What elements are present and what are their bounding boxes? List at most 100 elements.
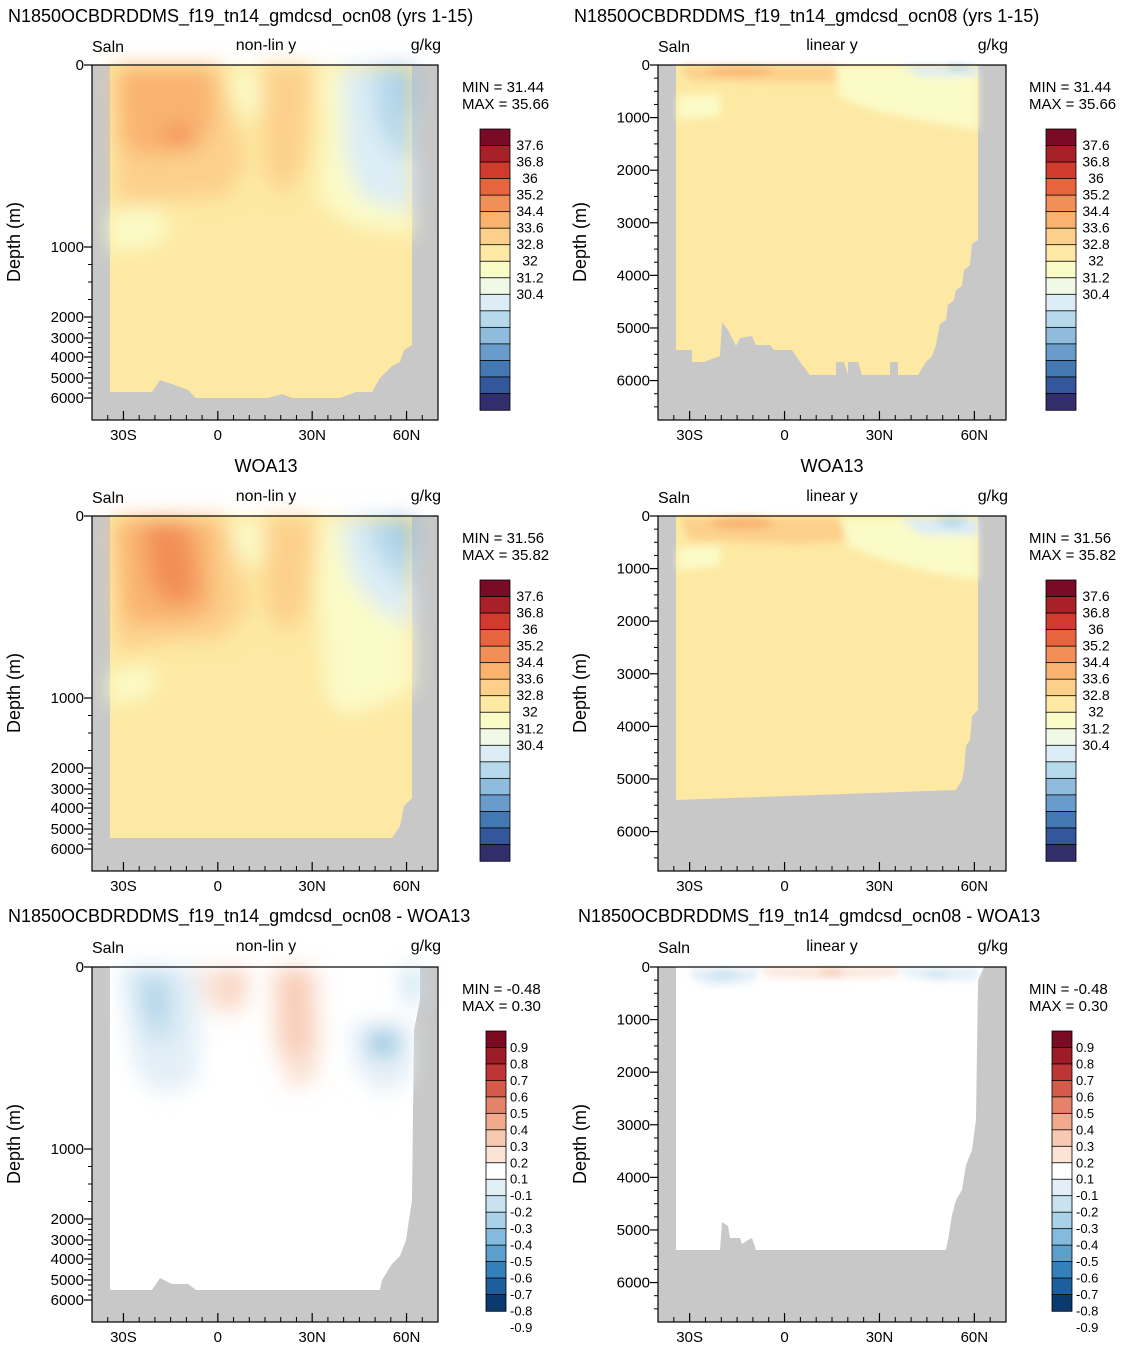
colorbar-bin xyxy=(1045,827,1077,846)
colorbar-label: -0.6 xyxy=(1076,1271,1098,1286)
colorbar-label: 36.8 xyxy=(516,605,543,621)
x-tick-label: 30N xyxy=(298,878,326,895)
colorbar-label: 34.4 xyxy=(516,203,543,219)
colorbar-bin xyxy=(485,1080,507,1098)
panel-title: N1850OCBDRDDMS_f19_tn14_gmdcsd_ocn08 - W… xyxy=(578,906,1040,927)
colorbar-label: 32.8 xyxy=(516,687,543,703)
y-tick-label: 5000 xyxy=(51,1272,84,1289)
plot-field xyxy=(92,516,438,871)
colorbar-bin xyxy=(479,161,511,180)
colorbar-bin xyxy=(485,1211,507,1230)
plot-field xyxy=(658,967,1006,1322)
colorbar-bin xyxy=(1045,310,1077,329)
plot-field xyxy=(92,65,438,420)
land-mask-detail xyxy=(676,1222,756,1250)
colorbar-bin xyxy=(479,343,511,362)
y-tick-label: 6000 xyxy=(617,1275,650,1292)
colorbar-bin xyxy=(479,596,511,614)
colorbar-bin xyxy=(479,145,511,163)
y-axis: 0 1000 2000 3000 4000 5000 6000 xyxy=(617,959,658,1310)
salinity-contours xyxy=(678,65,978,130)
colorbar-bin xyxy=(479,227,511,246)
colorbar-bin xyxy=(479,844,511,862)
min-label: MIN = -0.48 xyxy=(462,981,541,998)
colorbar-label: 32.8 xyxy=(1082,687,1109,703)
y-tick-label: 5000 xyxy=(51,370,84,387)
colorbar-bin xyxy=(1045,794,1077,813)
y-tick-label: 6000 xyxy=(617,373,650,390)
colorbar-label: 0.8 xyxy=(1076,1056,1094,1071)
colorbar-bin xyxy=(1045,645,1077,664)
units-label: g/kg xyxy=(411,488,441,505)
colorbar-bin xyxy=(1045,161,1077,180)
colorbar-label: 30.4 xyxy=(1082,286,1109,302)
colorbar-bin xyxy=(479,645,511,664)
plot-field xyxy=(658,516,1006,871)
y-tick-label: 2000 xyxy=(51,760,84,777)
y-tick-label: 2000 xyxy=(51,309,84,326)
colorbar-label: 0.9 xyxy=(510,1040,528,1055)
max-label: MAX = 35.82 xyxy=(462,547,549,564)
colorbar-label: -0.8 xyxy=(510,1304,532,1319)
colorbar-bin xyxy=(485,1178,507,1197)
y-tick-label: 5000 xyxy=(51,821,84,838)
y-tick-label: 4000 xyxy=(51,800,84,817)
colorbar-bin xyxy=(1051,1030,1073,1049)
x-tick-label: 60N xyxy=(961,878,989,895)
colorbar-bin xyxy=(485,1030,507,1049)
colorbar-label: 0.5 xyxy=(1076,1106,1094,1121)
colorbar-label: -0.3 xyxy=(1076,1221,1098,1236)
colorbar-label: 37.6 xyxy=(516,588,543,604)
axis-mode-label: linear y xyxy=(806,938,858,955)
y-tick-label: 1000 xyxy=(51,690,84,707)
x-tick-label: 60N xyxy=(393,878,421,895)
colorbar-bin xyxy=(479,293,511,312)
colorbar-bin xyxy=(1045,227,1077,246)
x-axis: 30S 0 30N 60N xyxy=(657,862,1007,895)
y-tick-label: 5000 xyxy=(617,320,650,337)
colorbar-label: 0.5 xyxy=(510,1106,528,1121)
max-label: MAX = 35.66 xyxy=(1029,96,1116,113)
colorbar-label: -0.5 xyxy=(1076,1254,1098,1269)
colorbar-bin xyxy=(479,744,511,763)
y-tick-label: 0 xyxy=(642,508,650,525)
colorbar-bin xyxy=(485,1195,507,1213)
salinity-contours xyxy=(110,518,412,716)
axis-mode-label: linear y xyxy=(806,37,858,54)
x-axis: 30S 0 30N 60N xyxy=(91,1313,439,1346)
colorbar-bin xyxy=(479,678,511,697)
colorbar-bin xyxy=(485,1063,507,1082)
colorbar-label: 32 xyxy=(1088,704,1104,720)
y-tick-label: 6000 xyxy=(51,841,84,858)
colorbar-bin xyxy=(1045,662,1077,680)
x-tick-label: 30N xyxy=(298,427,326,444)
colorbar-label: 31.2 xyxy=(516,720,543,736)
colorbar-label: 36.8 xyxy=(1082,605,1109,621)
colorbar-label: 34.4 xyxy=(1082,654,1109,670)
colorbar-label: 32 xyxy=(522,253,538,269)
panel-obs-lin: WOA13 Saln linear y g/kg 0 1000 2000 3000 40… xyxy=(570,456,1116,895)
y-tick-label: 6000 xyxy=(617,824,650,841)
colorbar-label: 36.8 xyxy=(1082,154,1109,170)
min-label: MIN = 31.56 xyxy=(462,530,544,547)
plot-field xyxy=(658,65,1006,420)
colorbar: 0.90.8 0.70.6 0.50.4 0.30.2 0.1-0.1 -0.2-0.3 -… xyxy=(485,1030,532,1335)
y-tick-label: 4000 xyxy=(617,718,650,735)
units-label: g/kg xyxy=(411,938,441,955)
colorbar-bin xyxy=(479,244,511,262)
max-label: MAX = 0.30 xyxy=(462,998,541,1015)
colorbar-label: 0.8 xyxy=(510,1056,528,1071)
colorbar-bin xyxy=(1045,178,1077,196)
colorbar-bin xyxy=(485,1145,507,1164)
y-axis-title: Depth (m) xyxy=(4,1104,24,1184)
colorbar-bin xyxy=(479,761,511,780)
colorbar-label: -0.9 xyxy=(1076,1320,1098,1335)
colorbar-label: -0.9 xyxy=(510,1320,532,1335)
x-tick-label: 30S xyxy=(110,1329,137,1346)
x-tick-label: 30S xyxy=(110,427,137,444)
x-tick-label: 30N xyxy=(866,1329,894,1346)
colorbar-bin xyxy=(1045,128,1077,147)
